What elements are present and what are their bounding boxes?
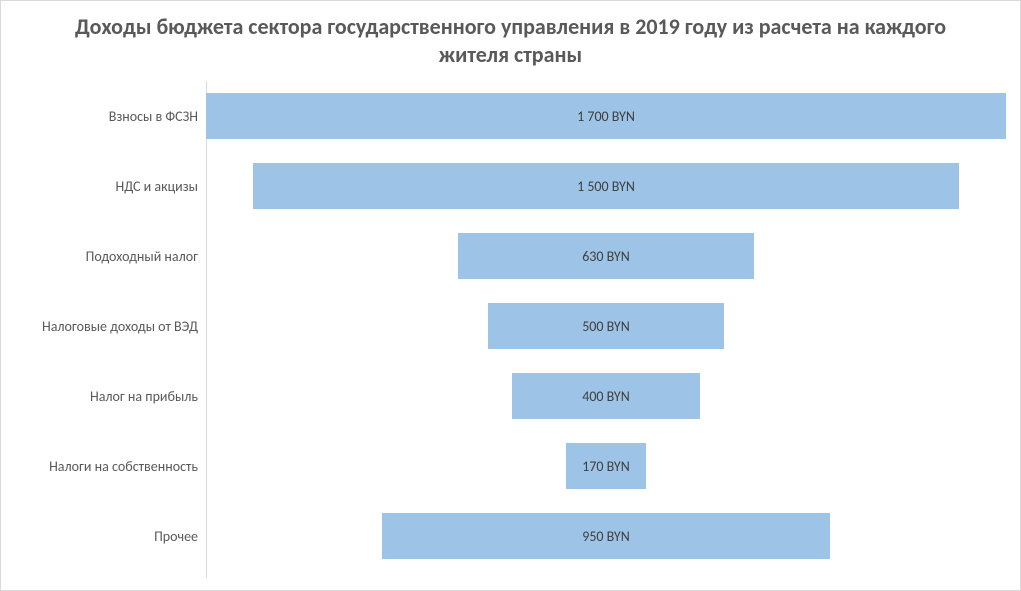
- bar-zone: 1 500 BYN: [206, 151, 1020, 221]
- category-label: Налог на прибыль: [1, 388, 206, 405]
- bar: 1 700 BYN: [206, 93, 1006, 139]
- bar-zone: 1 700 BYN: [206, 81, 1020, 151]
- bar: 170 BYN: [566, 443, 646, 489]
- category-label: Подоходный налог: [1, 248, 206, 265]
- category-label: Налоги на собственность: [1, 458, 206, 475]
- bar: 630 BYN: [458, 233, 754, 279]
- bar-zone: 950 BYN: [206, 501, 1020, 571]
- bar: 400 BYN: [512, 373, 700, 419]
- chart-container: Доходы бюджета сектора государственного …: [0, 0, 1021, 591]
- chart-row: Подоходный налог 630 BYN: [1, 221, 1020, 291]
- category-label: Прочее: [1, 528, 206, 545]
- category-label: НДС и акцизы: [1, 178, 206, 195]
- value-label: 170 BYN: [582, 458, 630, 475]
- category-label: Налоговые доходы от ВЭД: [1, 318, 206, 335]
- plot-area: Взносы в ФСЗН 1 700 BYN НДС и акцизы 1 500 …: [1, 81, 1020, 578]
- bar: 1 500 BYN: [253, 163, 959, 209]
- value-label: 950 BYN: [582, 528, 630, 545]
- bar-zone: 170 BYN: [206, 431, 1020, 501]
- bar-zone: 630 BYN: [206, 221, 1020, 291]
- value-label: 400 BYN: [582, 388, 630, 405]
- chart-row: Налог на прибыль 400 BYN: [1, 361, 1020, 431]
- chart-row: Налоги на собственность 170 BYN: [1, 431, 1020, 501]
- chart-row: Налоговые доходы от ВЭД 500 BYN: [1, 291, 1020, 361]
- value-label: 1 500 BYN: [577, 178, 635, 195]
- chart-title: Доходы бюджета сектора государственного …: [1, 13, 1020, 72]
- chart-row: Взносы в ФСЗН 1 700 BYN: [1, 81, 1020, 151]
- bar: 950 BYN: [382, 513, 829, 559]
- bar-zone: 500 BYN: [206, 291, 1020, 361]
- value-label: 1 700 BYN: [577, 108, 635, 125]
- bar-zone: 400 BYN: [206, 361, 1020, 431]
- bar: 500 BYN: [488, 303, 723, 349]
- chart-row: НДС и акцизы 1 500 BYN: [1, 151, 1020, 221]
- value-label: 500 BYN: [582, 318, 630, 335]
- chart-row: Прочее 950 BYN: [1, 501, 1020, 571]
- value-label: 630 BYN: [582, 248, 630, 265]
- category-label: Взносы в ФСЗН: [1, 108, 206, 125]
